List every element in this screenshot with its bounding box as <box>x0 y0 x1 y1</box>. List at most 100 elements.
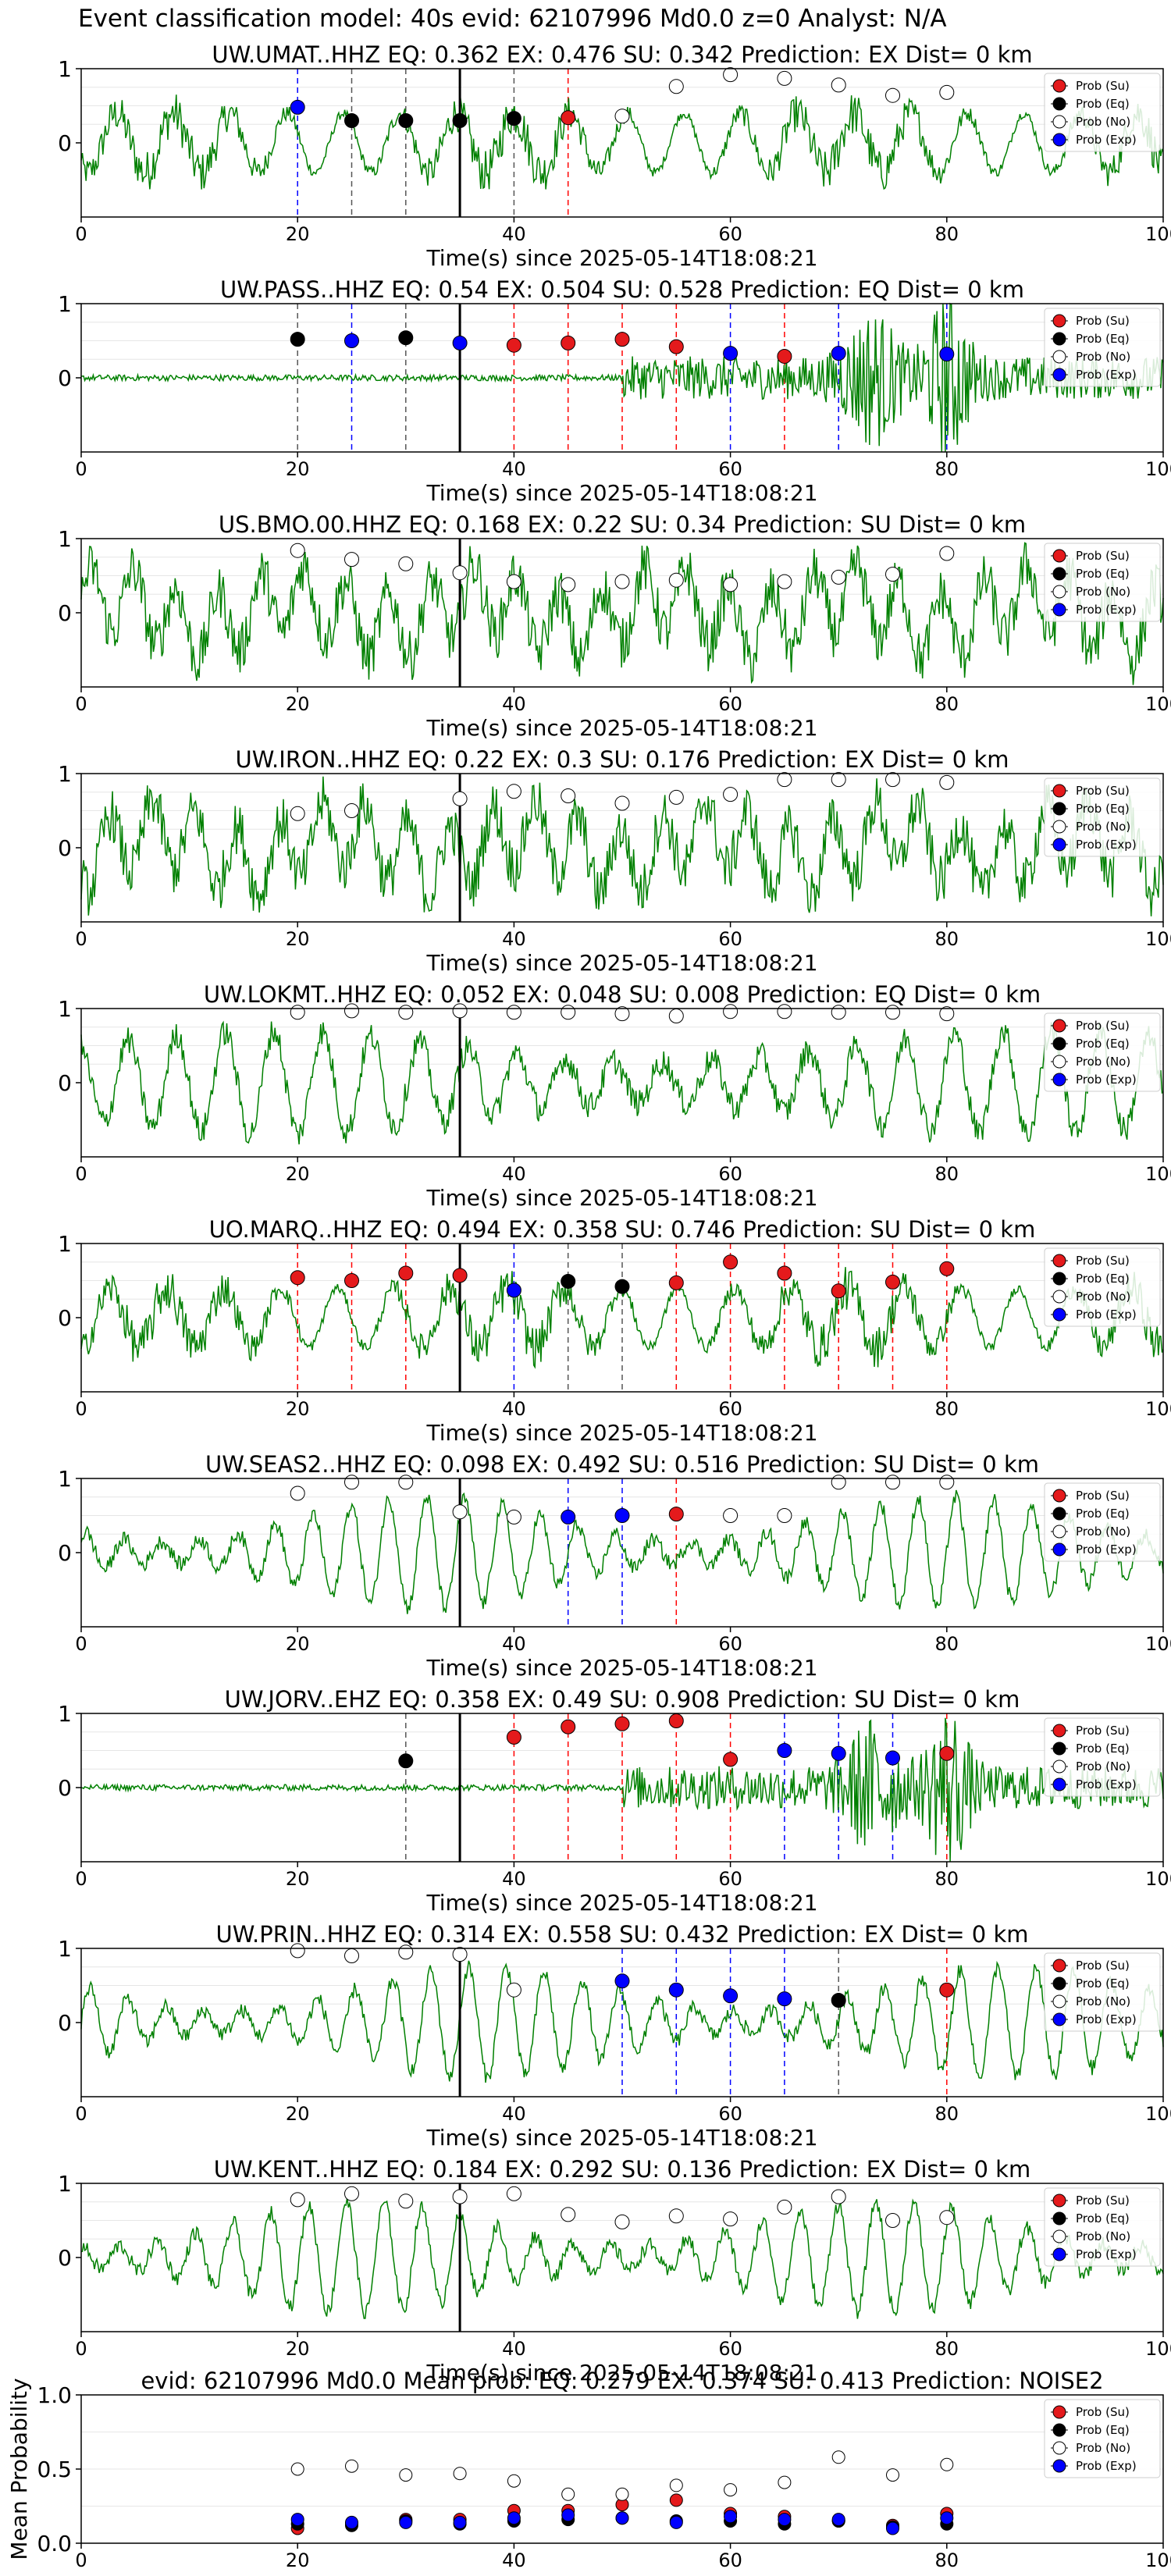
mean-prob-marker-exp <box>615 2511 629 2525</box>
y-tick-label: 1 <box>58 996 72 1022</box>
prob-marker-no <box>777 772 792 788</box>
chart-panel: UW.IRON..HHZ EQ: 0.22 EX: 0.3 SU: 0.176 … <box>58 746 1171 976</box>
x-tick-label: 80 <box>935 2549 959 2571</box>
legend-marker-no <box>1052 350 1066 364</box>
legend-marker-eq <box>1052 1742 1066 1756</box>
legend-label-exp: Prob (Exp) <box>1076 2012 1137 2026</box>
chart-panel: UO.MARQ..HHZ EQ: 0.494 EX: 0.358 SU: 0.7… <box>58 1216 1171 1446</box>
legend-label-eq: Prob (Eq) <box>1076 2211 1130 2226</box>
chart-panel: UW.SEAS2..HHZ EQ: 0.098 EX: 0.492 SU: 0.… <box>58 1451 1171 1681</box>
mean-prob-marker-no <box>831 2450 845 2464</box>
prob-marker-su <box>614 1716 630 1731</box>
legend-label-no: Prob (No) <box>1076 1055 1130 1069</box>
y-tick-label: 0 <box>58 130 72 156</box>
prob-marker-no <box>398 1475 414 1490</box>
y-tick-label: 1 <box>58 761 72 787</box>
x-axis-label: Time(s) since 2025-05-14T18:08:21 <box>425 1420 817 1446</box>
prob-marker-su <box>506 337 521 353</box>
prob-marker-su <box>668 1275 684 1290</box>
prob-marker-no <box>398 556 414 571</box>
legend-marker-eq <box>1052 1507 1066 1521</box>
prob-marker-no <box>290 543 305 558</box>
x-tick-label: 0 <box>75 1163 87 1185</box>
legend-label-su: Prob (Su) <box>1076 2405 1130 2419</box>
x-tick-label: 100 <box>1145 1633 1171 1655</box>
legend: Prob (Su) Prob (Eq) Prob (No) Prob (Exp) <box>1044 543 1161 622</box>
prob-marker-su <box>939 1261 955 1276</box>
prob-marker-no <box>614 574 630 589</box>
mean-prob-marker-exp <box>453 2515 467 2529</box>
x-axis-label: Time(s) since 2025-05-14T18:08:21 <box>425 1185 817 1211</box>
prob-marker-no <box>344 1948 359 1963</box>
mean-prob-marker-exp <box>886 2521 899 2535</box>
legend-label-no: Prob (No) <box>1076 585 1130 599</box>
chart-title: UW.UMAT..HHZ EQ: 0.362 EX: 0.476 SU: 0.3… <box>212 41 1032 68</box>
legend: Prob (Su) Prob (Eq) Prob (No) Prob (Exp) <box>1044 1717 1161 1797</box>
prob-marker-exp <box>614 1508 630 1523</box>
y-tick-label: 1 <box>58 56 72 82</box>
legend-label-eq: Prob (Eq) <box>1076 1976 1130 1991</box>
chart-panel: UW.UMAT..HHZ EQ: 0.362 EX: 0.476 SU: 0.3… <box>58 41 1171 271</box>
prob-marker-no <box>290 1485 305 1501</box>
chart-title: evid: 62107996 Md0.0 Mean prob: EQ: 0.27… <box>141 2368 1103 2394</box>
legend-marker-no <box>1052 2229 1066 2243</box>
y-tick-label: 1 <box>58 2171 72 2197</box>
prob-marker-no <box>290 2192 305 2208</box>
legend-marker-exp <box>1052 1073 1066 1087</box>
legend-frame <box>1044 1482 1161 1562</box>
x-tick-label: 60 <box>718 1163 742 1185</box>
x-tick-label: 20 <box>286 693 310 715</box>
x-tick-label: 80 <box>935 1633 959 1655</box>
legend-label-no: Prob (No) <box>1076 2441 1130 2455</box>
x-axis-label: Time(s) since 2025-05-14T18:08:21 <box>425 2360 817 2386</box>
prob-marker-su <box>723 1254 739 1270</box>
legend-frame <box>1044 73 1161 152</box>
prob-marker-exp <box>723 346 739 361</box>
legend-label-eq: Prob (Eq) <box>1076 1507 1130 1521</box>
prob-marker-su <box>398 1265 414 1281</box>
x-tick-label: 60 <box>718 928 742 950</box>
x-axis-label: Time(s) since 2025-05-14T18:08:21 <box>425 1890 817 1916</box>
prob-marker-exp <box>344 333 359 348</box>
x-tick-label: 40 <box>502 2338 526 2360</box>
legend: Prob (Su) Prob (Eq) Prob (No) Prob (Exp) <box>1044 1952 1161 2032</box>
mean-prob-marker-su <box>669 2493 683 2507</box>
legend-label-eq: Prob (Eq) <box>1076 1272 1130 1286</box>
x-tick-label: 0 <box>75 1633 87 1655</box>
prob-marker-exp <box>831 346 846 361</box>
chart-title: UW.KENT..HHZ EQ: 0.184 EX: 0.292 SU: 0.1… <box>214 2156 1030 2183</box>
prob-marker-no <box>668 1009 684 1023</box>
x-tick-label: 80 <box>935 693 959 715</box>
x-tick-label: 20 <box>286 2103 310 2125</box>
y-tick-label: 1 <box>58 1701 72 1727</box>
prob-marker-su <box>723 1752 739 1767</box>
legend-label-exp: Prob (Exp) <box>1076 1777 1137 1791</box>
prob-marker-no <box>939 2210 955 2226</box>
legend-marker-no <box>1052 820 1066 834</box>
x-tick-label: 0 <box>75 2338 87 2360</box>
prob-marker-no <box>939 84 955 100</box>
prob-marker-no <box>614 109 630 124</box>
legend-frame <box>1044 1012 1161 1092</box>
legend-label-eq: Prob (Eq) <box>1076 97 1130 111</box>
waveform-trace <box>80 776 1164 916</box>
x-tick-label: 40 <box>502 1398 526 1420</box>
x-tick-label: 40 <box>502 1868 526 1890</box>
prob-marker-no <box>506 1982 521 1998</box>
prob-marker-no <box>831 77 846 93</box>
prob-marker-su <box>290 1270 305 1286</box>
x-tick-label: 20 <box>286 2549 310 2571</box>
prob-marker-su <box>561 1719 576 1735</box>
waveform-trace <box>80 1960 1164 2083</box>
prob-marker-eq <box>398 113 414 128</box>
legend-marker-exp <box>1052 368 1066 382</box>
x-tick-label: 100 <box>1145 693 1171 715</box>
legend-label-su: Prob (Su) <box>1076 1489 1130 1503</box>
x-tick-label: 0 <box>75 458 87 480</box>
legend-frame <box>1044 777 1161 857</box>
prob-marker-no <box>723 1004 739 1019</box>
legend-marker-su <box>1052 1254 1066 1268</box>
legend-marker-no <box>1052 1290 1066 1304</box>
legend: Prob (Su) Prob (Eq) Prob (No) Prob (Exp) <box>1044 2187 1161 2267</box>
prob-marker-no <box>506 2186 521 2201</box>
